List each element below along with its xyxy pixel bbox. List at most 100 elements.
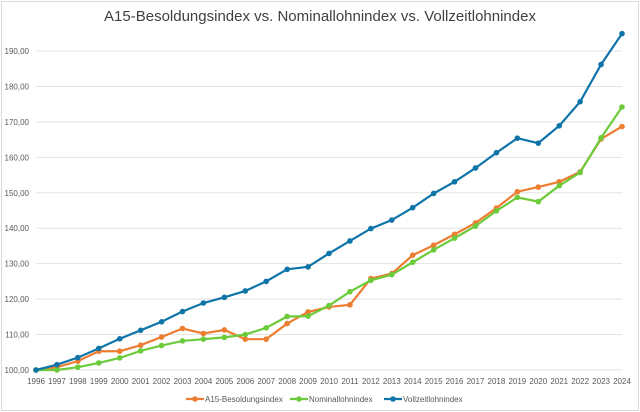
series-nominallohnindex bbox=[33, 104, 625, 373]
data-point bbox=[263, 325, 270, 331]
data-point bbox=[95, 360, 102, 366]
x-tick-label: 1998 bbox=[69, 377, 87, 386]
data-point bbox=[347, 288, 353, 295]
data-point bbox=[430, 247, 437, 253]
data-point bbox=[577, 169, 583, 176]
data-point bbox=[619, 123, 625, 130]
data-point bbox=[556, 178, 563, 185]
data-point bbox=[221, 327, 228, 333]
data-point bbox=[200, 336, 207, 342]
legend-label: Nominallohnindex bbox=[309, 395, 373, 404]
data-point bbox=[33, 367, 39, 373]
data-point bbox=[556, 182, 563, 189]
x-tick-label: 2024 bbox=[613, 377, 631, 386]
data-point bbox=[284, 266, 290, 273]
x-tick-label: 2007 bbox=[257, 377, 275, 386]
data-point bbox=[263, 336, 270, 342]
data-point bbox=[535, 184, 542, 190]
legend-marker bbox=[296, 396, 302, 402]
series-line bbox=[35, 125, 623, 372]
data-point bbox=[179, 308, 186, 315]
x-tick-label: 2020 bbox=[529, 377, 547, 386]
x-tick-label: 2012 bbox=[362, 377, 380, 386]
series-vollzeitlohnindex bbox=[33, 30, 625, 373]
y-tick-label: 120,00 bbox=[5, 295, 30, 304]
data-point bbox=[388, 217, 395, 223]
data-point bbox=[242, 336, 249, 342]
data-point bbox=[451, 235, 458, 241]
data-point bbox=[116, 348, 123, 355]
x-tick-label: 2011 bbox=[341, 377, 359, 386]
x-tick-label: 2022 bbox=[571, 377, 589, 386]
data-point bbox=[116, 355, 123, 361]
x-tick-label: 2008 bbox=[278, 377, 296, 386]
x-tick-label: 2000 bbox=[111, 377, 129, 386]
data-point bbox=[514, 188, 521, 195]
x-tick-label: 2019 bbox=[508, 377, 526, 386]
x-tick-label: 2018 bbox=[488, 377, 506, 386]
x-tick-label: 1997 bbox=[48, 377, 66, 386]
data-point bbox=[221, 294, 228, 301]
x-tick-label: 2010 bbox=[320, 377, 338, 386]
data-point bbox=[388, 271, 395, 278]
data-point bbox=[200, 330, 207, 337]
data-point bbox=[451, 178, 458, 185]
y-tick-label: 150,00 bbox=[5, 189, 30, 198]
data-point bbox=[472, 165, 479, 171]
data-point bbox=[242, 331, 249, 338]
data-point bbox=[326, 250, 332, 257]
y-tick-label: 190,00 bbox=[5, 47, 30, 56]
data-point bbox=[326, 302, 332, 309]
x-tick-label: 2001 bbox=[132, 377, 150, 386]
x-tick-label: 2013 bbox=[383, 377, 401, 386]
data-point bbox=[242, 288, 249, 294]
y-tick-label: 130,00 bbox=[5, 260, 30, 269]
legend-item: A15-Besoldungsindex bbox=[186, 395, 283, 404]
data-point bbox=[619, 104, 625, 110]
x-tick-label: 2004 bbox=[195, 377, 213, 386]
y-tick-label: 170,00 bbox=[5, 118, 30, 127]
x-tick-label: 2016 bbox=[446, 377, 464, 386]
y-tick-label: 100,00 bbox=[5, 366, 30, 375]
data-point bbox=[619, 30, 625, 37]
data-point bbox=[137, 342, 144, 348]
legend-label: Vollzeitlohnindex bbox=[403, 395, 463, 404]
data-point bbox=[347, 238, 353, 244]
legend-label: A15-Besoldungsindex bbox=[205, 395, 283, 404]
data-point bbox=[54, 367, 60, 373]
data-point bbox=[430, 242, 437, 249]
data-point bbox=[577, 98, 583, 105]
data-point bbox=[179, 325, 186, 332]
x-tick-label: 1999 bbox=[90, 377, 108, 386]
data-point bbox=[284, 313, 290, 320]
y-tick-label: 160,00 bbox=[5, 153, 30, 162]
data-point bbox=[75, 354, 81, 361]
y-tick-label: 110,00 bbox=[5, 331, 29, 340]
data-point bbox=[451, 231, 458, 238]
chart-title: A15-Besoldungsindex vs. Nominallohnindex… bbox=[104, 8, 536, 25]
data-point bbox=[284, 320, 290, 327]
x-tick-label: 2009 bbox=[299, 377, 317, 386]
data-point bbox=[368, 277, 374, 284]
data-point bbox=[158, 334, 165, 340]
x-tick-label: 2021 bbox=[550, 377, 568, 386]
data-point bbox=[368, 225, 374, 232]
data-point bbox=[158, 342, 165, 349]
x-tick-label: 2005 bbox=[215, 377, 233, 386]
data-point bbox=[137, 327, 144, 334]
data-point bbox=[598, 135, 604, 141]
series-a15-besoldungsindex bbox=[33, 123, 625, 373]
legend-item: Nominallohnindex bbox=[290, 395, 373, 404]
data-point bbox=[493, 149, 500, 156]
data-point bbox=[305, 264, 311, 270]
data-point bbox=[200, 300, 207, 306]
x-tick-label: 2006 bbox=[236, 377, 254, 386]
legend-item: Vollzeitlohnindex bbox=[384, 395, 463, 404]
x-tick-label: 2015 bbox=[425, 377, 443, 386]
x-tick-label: 2002 bbox=[153, 377, 171, 386]
data-point bbox=[430, 190, 437, 197]
data-point bbox=[116, 336, 123, 342]
x-tick-label: 1996 bbox=[27, 377, 45, 386]
